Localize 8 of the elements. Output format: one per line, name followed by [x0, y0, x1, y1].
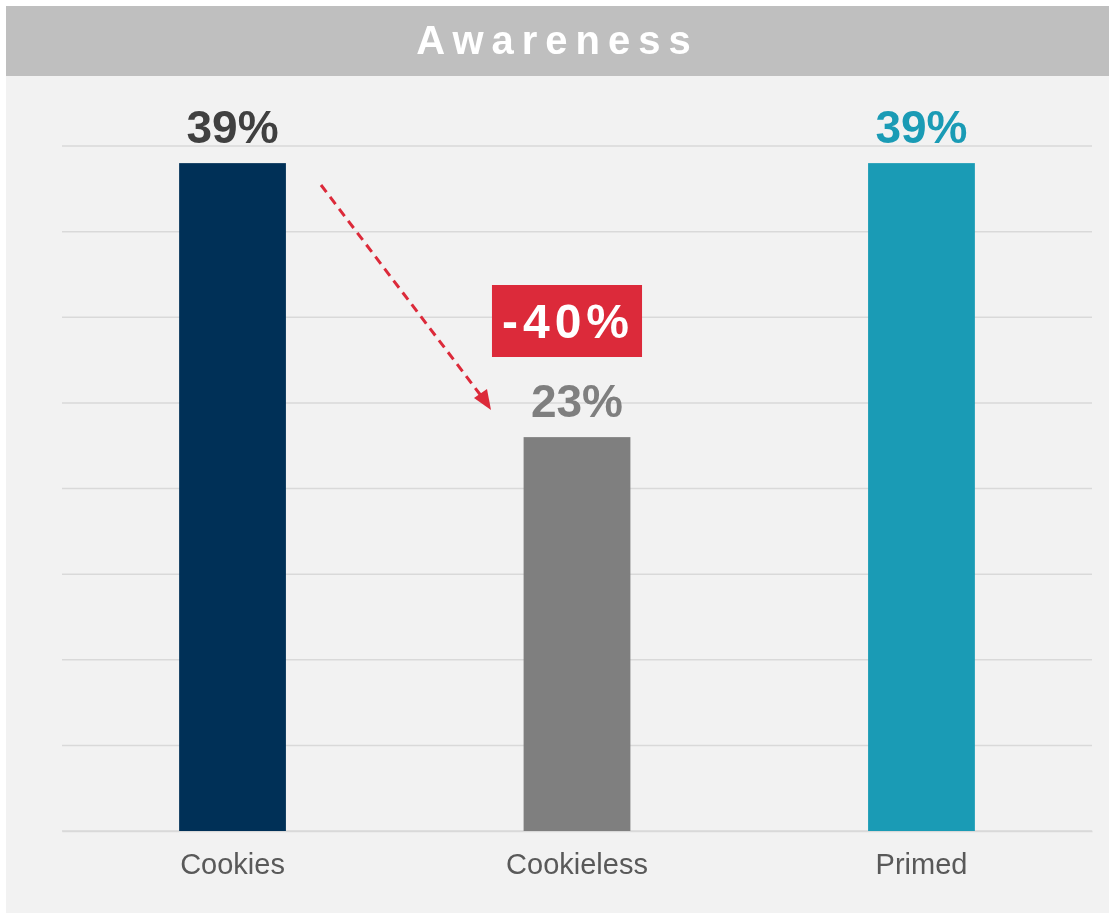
x-tick-label: Primed	[875, 847, 968, 880]
data-label: 23%	[530, 375, 624, 428]
x-tick-label: Cookies	[180, 847, 285, 880]
data-label: 39%	[186, 101, 279, 154]
chart-title: Awareness	[416, 18, 699, 62]
annotation: -40%	[501, 295, 635, 348]
x-tick-label: Cookieless	[506, 847, 648, 880]
data-label: 39%	[875, 101, 968, 154]
